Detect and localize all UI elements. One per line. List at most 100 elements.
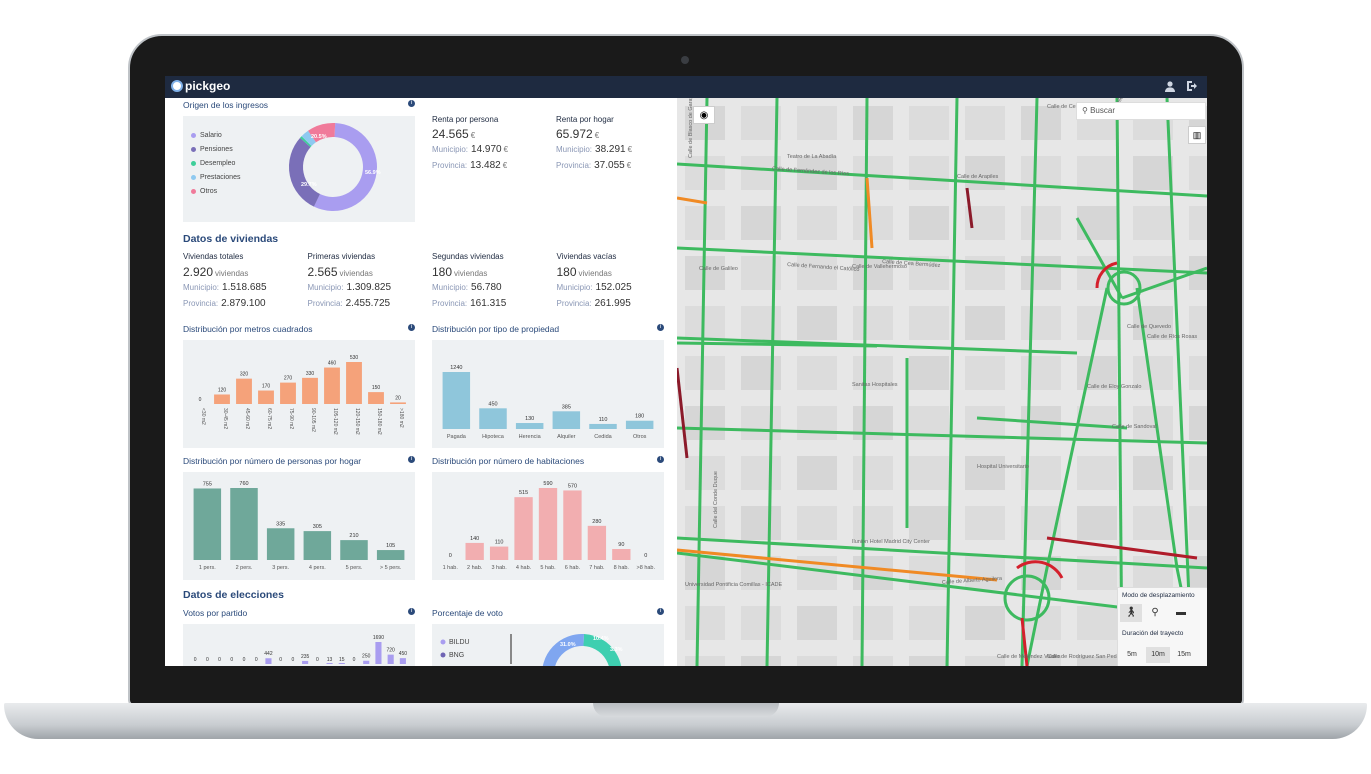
bar (442, 372, 471, 429)
logo[interactable]: pickgeo (171, 79, 230, 93)
bar (230, 488, 258, 560)
info-icon[interactable]: i (657, 456, 664, 463)
bar-value-label: 590 (543, 481, 552, 487)
map-building-block (965, 306, 1005, 340)
walking-route-street (695, 98, 709, 666)
bar (368, 392, 384, 404)
street-label: Calle de Ríos Rosas (1147, 334, 1197, 340)
duration-15m-button[interactable]: 15m (1177, 651, 1191, 658)
chart-m2-panel: 0 <30 m2 120 30-45 m2 320 45-60 m2 170 60-75 m2… (183, 340, 415, 448)
info-icon[interactable]: i (657, 608, 664, 615)
map-view[interactable]: Calle de Fernández de los Ríos Calle de F… (677, 98, 1207, 666)
chart-title-m2: Distribución por metros cuadrados (183, 324, 313, 334)
map-building-block (797, 106, 837, 140)
street-label: Teatro de La Abadía (787, 154, 837, 160)
chart-votes-svg: 0 0 0 0 0 0 442 0 0 235 0 13 15 0 250 1690 720 450 (194, 635, 407, 664)
legend-label: Pensiones (200, 146, 233, 153)
eye-icon: ◉ (699, 110, 709, 121)
map-building-block (1133, 406, 1173, 440)
bar-value-label: 442 (264, 651, 273, 657)
map-building-block (1133, 156, 1173, 190)
legend-item: Desempleo (191, 160, 235, 167)
category-label: 1 hab. (443, 565, 459, 571)
roundabout (1003, 574, 1051, 622)
housing-item-title: Segundas viviendas (432, 252, 504, 261)
laptop-notch (593, 703, 779, 717)
bar (303, 531, 332, 560)
bar-value-label: 110 (495, 540, 504, 546)
map-building-block (741, 356, 781, 390)
map-building-block (797, 606, 837, 640)
map-building-block (1021, 356, 1061, 390)
donut-percent-label: 20.5% (311, 134, 327, 140)
map-building-block (909, 656, 949, 666)
bike-mode-button[interactable]: ⚲ (1144, 604, 1166, 622)
map-building-block (1189, 156, 1207, 190)
map-building-block (685, 456, 725, 490)
bar (326, 663, 333, 664)
donut-percent-label: 56.9% (365, 170, 381, 176)
chart-vote-pct-svg: BILDU BNG 31.0% 10.4%3.3% (440, 634, 623, 666)
bar-value-label: 15 (339, 657, 345, 663)
map-building-block (965, 556, 1005, 590)
logout-icon[interactable] (1185, 80, 1197, 92)
map-search-input[interactable]: ⚲ Buscar (1076, 102, 1206, 120)
bar-value-label: 120 (218, 387, 227, 393)
bar-value-label: 1240 (450, 365, 462, 371)
bar-value-label: 235 (301, 654, 310, 660)
info-icon[interactable]: i (408, 100, 415, 107)
bar (266, 528, 295, 560)
bar-value-label: 450 (488, 401, 497, 407)
bar (376, 550, 405, 560)
info-icon[interactable]: i (408, 324, 415, 331)
statistics-panel[interactable]: Origen de los ingresos i Salario Pensione… (165, 98, 677, 666)
bar (538, 488, 558, 560)
donut-percent-label: 31.0% (560, 642, 576, 648)
bar (489, 546, 509, 560)
bar-value-label: 110 (599, 417, 608, 423)
map-building-block (797, 306, 837, 340)
bar-value-label: 0 (255, 657, 258, 663)
category-label: 30-45 m2 (222, 408, 228, 429)
duration-10m-button[interactable]: 10m (1146, 647, 1170, 663)
visibility-toggle-button[interactable]: ◉ (693, 106, 715, 124)
map-canvas[interactable]: Calle de Fernández de los Ríos Calle de F… (677, 98, 1207, 666)
category-label: 7 hab. (589, 565, 605, 571)
info-icon[interactable]: i (408, 456, 415, 463)
bar (563, 490, 582, 560)
map-building-block (741, 506, 781, 540)
duration-5m-button[interactable]: 5m (1127, 651, 1137, 658)
category-label: 60-75 m2 (266, 408, 272, 429)
street-label: Calle de Rodríguez San Pedro (1047, 654, 1122, 660)
info-icon[interactable]: i (408, 608, 415, 615)
street-label: Calle de Cea Bermúdez (882, 259, 941, 269)
map-building-block (1077, 406, 1117, 440)
bar-value-label: 570 (568, 483, 577, 489)
bar-value-label: 0 (230, 657, 233, 663)
bar-value-label: 180 (635, 414, 644, 420)
legend-dot (191, 161, 196, 166)
bar-value-label: 250 (362, 654, 371, 660)
housing-item-value: 180 viviendas (432, 265, 488, 279)
bar-value-label: 755 (203, 481, 212, 487)
user-icon[interactable] (1164, 80, 1176, 92)
map-building-block (909, 456, 949, 490)
route-segment-red (677, 367, 689, 459)
walk-mode-button[interactable]: 🚶︎ (1120, 604, 1142, 622)
bar-value-label: 530 (350, 355, 359, 361)
walking-route-street (1165, 98, 1194, 666)
car-mode-button[interactable]: ▬ (1170, 604, 1192, 622)
chart-property-panel: 1240 Pagada 450 Hipoteca 130 Herencia 385 Alqui… (432, 340, 664, 448)
legend-dot (191, 175, 196, 180)
bar (552, 411, 581, 429)
map-building-block (1077, 656, 1117, 666)
street-label: Calle de Vallehermoso (852, 264, 907, 270)
category-label: 2 pers. (236, 565, 253, 571)
info-icon[interactable]: i (657, 324, 664, 331)
walk-icon: 🚶︎ (1124, 607, 1138, 618)
chart-property-svg: 1240 Pagada 450 Hipoteca 130 Herencia 385 Alqui… (442, 365, 654, 440)
legend-scrollbar[interactable] (510, 634, 512, 664)
map-layers-button[interactable]: ▥ (1188, 126, 1206, 144)
map-building-block (853, 606, 893, 640)
map-building-block (1133, 206, 1173, 240)
